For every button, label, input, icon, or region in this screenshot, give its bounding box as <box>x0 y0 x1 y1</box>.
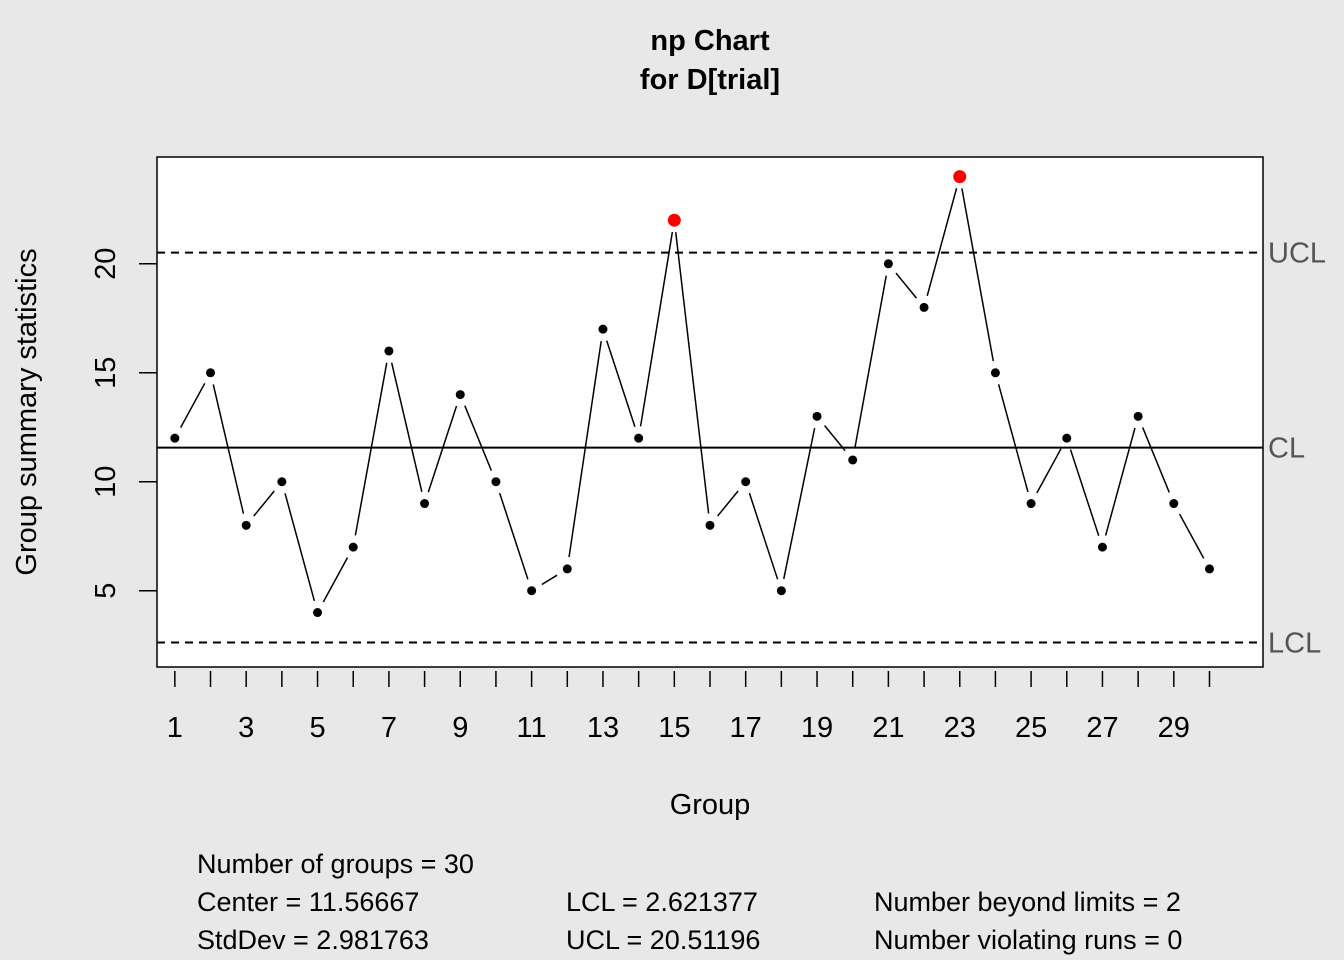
series-segment <box>390 362 423 493</box>
chart-subtitle: for D[trial] <box>640 64 780 96</box>
y-tick-label: 15 <box>90 357 122 389</box>
data-point <box>1204 564 1214 574</box>
series-segment <box>1036 448 1062 494</box>
series-segment <box>1069 449 1100 536</box>
series-segment <box>717 490 739 517</box>
data-point <box>812 411 822 421</box>
data-point <box>170 433 180 443</box>
x-tick-label: 25 <box>1015 712 1047 744</box>
out-of-control-point <box>953 170 967 184</box>
series-segment <box>961 188 995 362</box>
plot-area <box>156 156 1264 668</box>
data-point <box>491 477 501 487</box>
series-segment <box>1178 513 1205 559</box>
data-point <box>990 368 1000 378</box>
data-point <box>634 433 644 443</box>
data-point <box>705 520 715 530</box>
data-point <box>527 586 537 596</box>
x-tick-label: 11 <box>517 712 547 744</box>
x-tick-label: 29 <box>1158 712 1190 744</box>
x-tick-label: 3 <box>238 712 254 744</box>
series-segment <box>568 340 602 558</box>
series-segment <box>926 187 958 297</box>
series-segment <box>997 384 1029 493</box>
data-point <box>848 455 858 465</box>
series-segment <box>824 425 846 452</box>
series-segment <box>674 232 710 514</box>
data-point <box>384 346 394 356</box>
lcl-label: LCL <box>1268 628 1321 660</box>
data-point <box>313 608 323 618</box>
data-point <box>919 302 929 312</box>
data-point <box>277 477 287 487</box>
stat-center: Center = 11.56667 <box>197 887 420 917</box>
data-point <box>1062 433 1072 443</box>
y-tick-label: 20 <box>90 248 122 280</box>
x-tick-label: 23 <box>944 712 976 744</box>
data-point <box>741 477 751 487</box>
data-point <box>1097 542 1107 552</box>
x-tick-label: 15 <box>658 712 690 744</box>
data-point <box>1026 499 1036 509</box>
series-segment <box>354 362 388 536</box>
series-segment <box>748 492 779 580</box>
series-segment <box>783 427 816 580</box>
series-segment <box>639 231 674 427</box>
series-segment <box>541 574 558 586</box>
y-tick-label: 5 <box>90 583 122 599</box>
cl-label: CL <box>1268 433 1305 465</box>
stat-stddev: StdDev = 2.981763 <box>197 925 429 955</box>
data-point <box>598 324 608 334</box>
y-tick-label: 10 <box>90 466 122 498</box>
x-tick-label: 7 <box>381 712 397 744</box>
data-point <box>1133 411 1143 421</box>
x-tick-label: 19 <box>801 712 833 744</box>
x-tick-label: 21 <box>872 712 904 744</box>
x-tick-label: 5 <box>309 712 325 744</box>
data-point <box>562 564 572 574</box>
out-of-control-point <box>667 213 681 227</box>
data-point <box>241 520 251 530</box>
stat-groups: Number of groups = 30 <box>197 849 474 879</box>
data-point <box>883 259 893 269</box>
data-point <box>455 390 465 400</box>
y-axis-label: Group summary statistics <box>11 248 43 575</box>
series-segment <box>895 272 918 299</box>
x-tick-label: 13 <box>587 712 619 744</box>
series-segment <box>284 493 316 602</box>
series-segment <box>854 275 887 449</box>
ucl-label: UCL <box>1268 238 1326 270</box>
data-point <box>776 586 786 596</box>
series-segment <box>1104 427 1136 536</box>
x-axis-label: Group <box>670 789 751 821</box>
data-point <box>1169 499 1179 509</box>
series-segment <box>322 557 349 603</box>
series-segment <box>179 382 206 428</box>
x-tick-label: 1 <box>167 712 183 744</box>
series-segment <box>464 405 493 471</box>
series-segment <box>212 384 245 514</box>
series-segment <box>605 340 636 427</box>
series-segment <box>253 490 275 517</box>
chart-title: np Chart <box>650 25 770 57</box>
data-point <box>206 368 216 378</box>
series-segment <box>427 405 458 493</box>
x-tick-label: 17 <box>730 712 762 744</box>
series-segment <box>1141 427 1170 493</box>
series-segment <box>498 492 529 580</box>
x-tick-label: 27 <box>1086 712 1118 744</box>
stat-ucl: UCL = 20.51196 <box>566 925 761 955</box>
stat-lcl: LCL = 2.621377 <box>566 887 758 917</box>
data-point <box>420 499 430 509</box>
stat-beyond-limits: Number beyond limits = 2 <box>874 887 1181 917</box>
x-tick-label: 9 <box>452 712 468 744</box>
data-point <box>348 542 358 552</box>
stat-violating-runs: Number violating runs = 0 <box>874 925 1183 955</box>
